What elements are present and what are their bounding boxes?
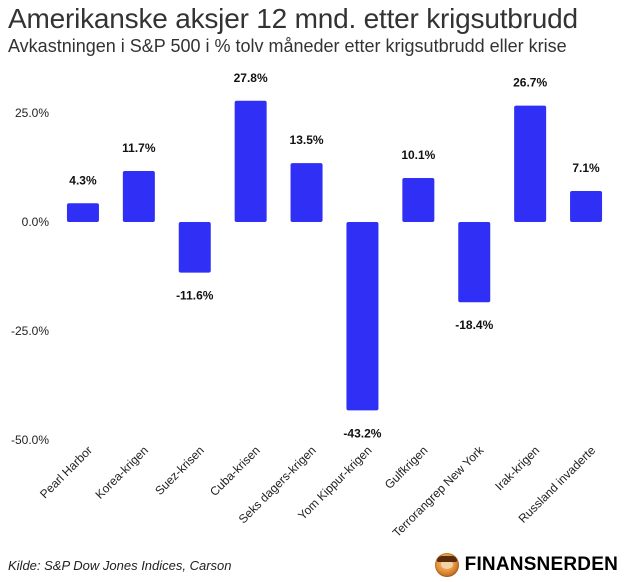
- bar: [402, 177, 435, 222]
- brand-logo-icon: [434, 553, 459, 577]
- bar: [122, 170, 155, 222]
- value-label: 7.1%: [572, 161, 600, 175]
- x-tick-label: Terrorangrep New York: [390, 443, 487, 540]
- x-tick-label: Suez-krisen: [152, 443, 207, 498]
- value-label: -18.4%: [455, 318, 493, 332]
- value-label: 11.7%: [122, 141, 156, 155]
- value-labels: 4.3% 11.7% -11.6% 27.8% 13.5% -43.2% 10.1% -18.…: [69, 71, 600, 441]
- y-tick-label: 25.0%: [15, 106, 49, 120]
- y-tick-label: -50.0%: [11, 433, 49, 447]
- bar: [346, 222, 379, 411]
- bar: [514, 105, 547, 222]
- source-note: Kilde: S&P Dow Jones Indices, Carson: [8, 558, 232, 573]
- value-label: 27.8%: [234, 71, 268, 85]
- bar: [458, 222, 491, 303]
- value-label: 13.5%: [290, 133, 324, 147]
- y-tick-label: 0.0%: [22, 215, 50, 229]
- bar: [66, 203, 99, 222]
- bar: [290, 163, 323, 222]
- x-tick-label: Irak-krigen: [492, 443, 542, 493]
- bar: [178, 222, 211, 273]
- bar: [570, 191, 603, 222]
- x-tick-label: Pearl Harbor: [37, 443, 95, 501]
- x-tick-label: Cuba-krisen: [207, 443, 263, 499]
- y-axis: 25.0% 0.0% -25.0% -50.0%: [11, 106, 49, 447]
- value-label: 26.7%: [513, 76, 547, 90]
- x-tick-label: Gulfkrigen: [382, 443, 431, 492]
- bars: [66, 100, 603, 411]
- value-label: -43.2%: [343, 426, 381, 440]
- chart-subtitle: Avkastningen i S&P 500 i % tolv måneder …: [8, 36, 567, 56]
- value-label: 10.1%: [401, 148, 435, 162]
- brand-block: FINANSNERDEN: [434, 551, 618, 579]
- value-label: 4.3%: [69, 173, 97, 187]
- chart-title: Amerikanske aksjer 12 mnd. etter krigsut…: [8, 3, 578, 34]
- brand-name: FINANSNERDEN: [464, 554, 618, 575]
- bar: [234, 100, 267, 222]
- y-tick-label: -25.0%: [11, 324, 49, 338]
- value-label: -11.6%: [176, 289, 214, 303]
- x-tick-label: Korea-krigen: [92, 443, 150, 501]
